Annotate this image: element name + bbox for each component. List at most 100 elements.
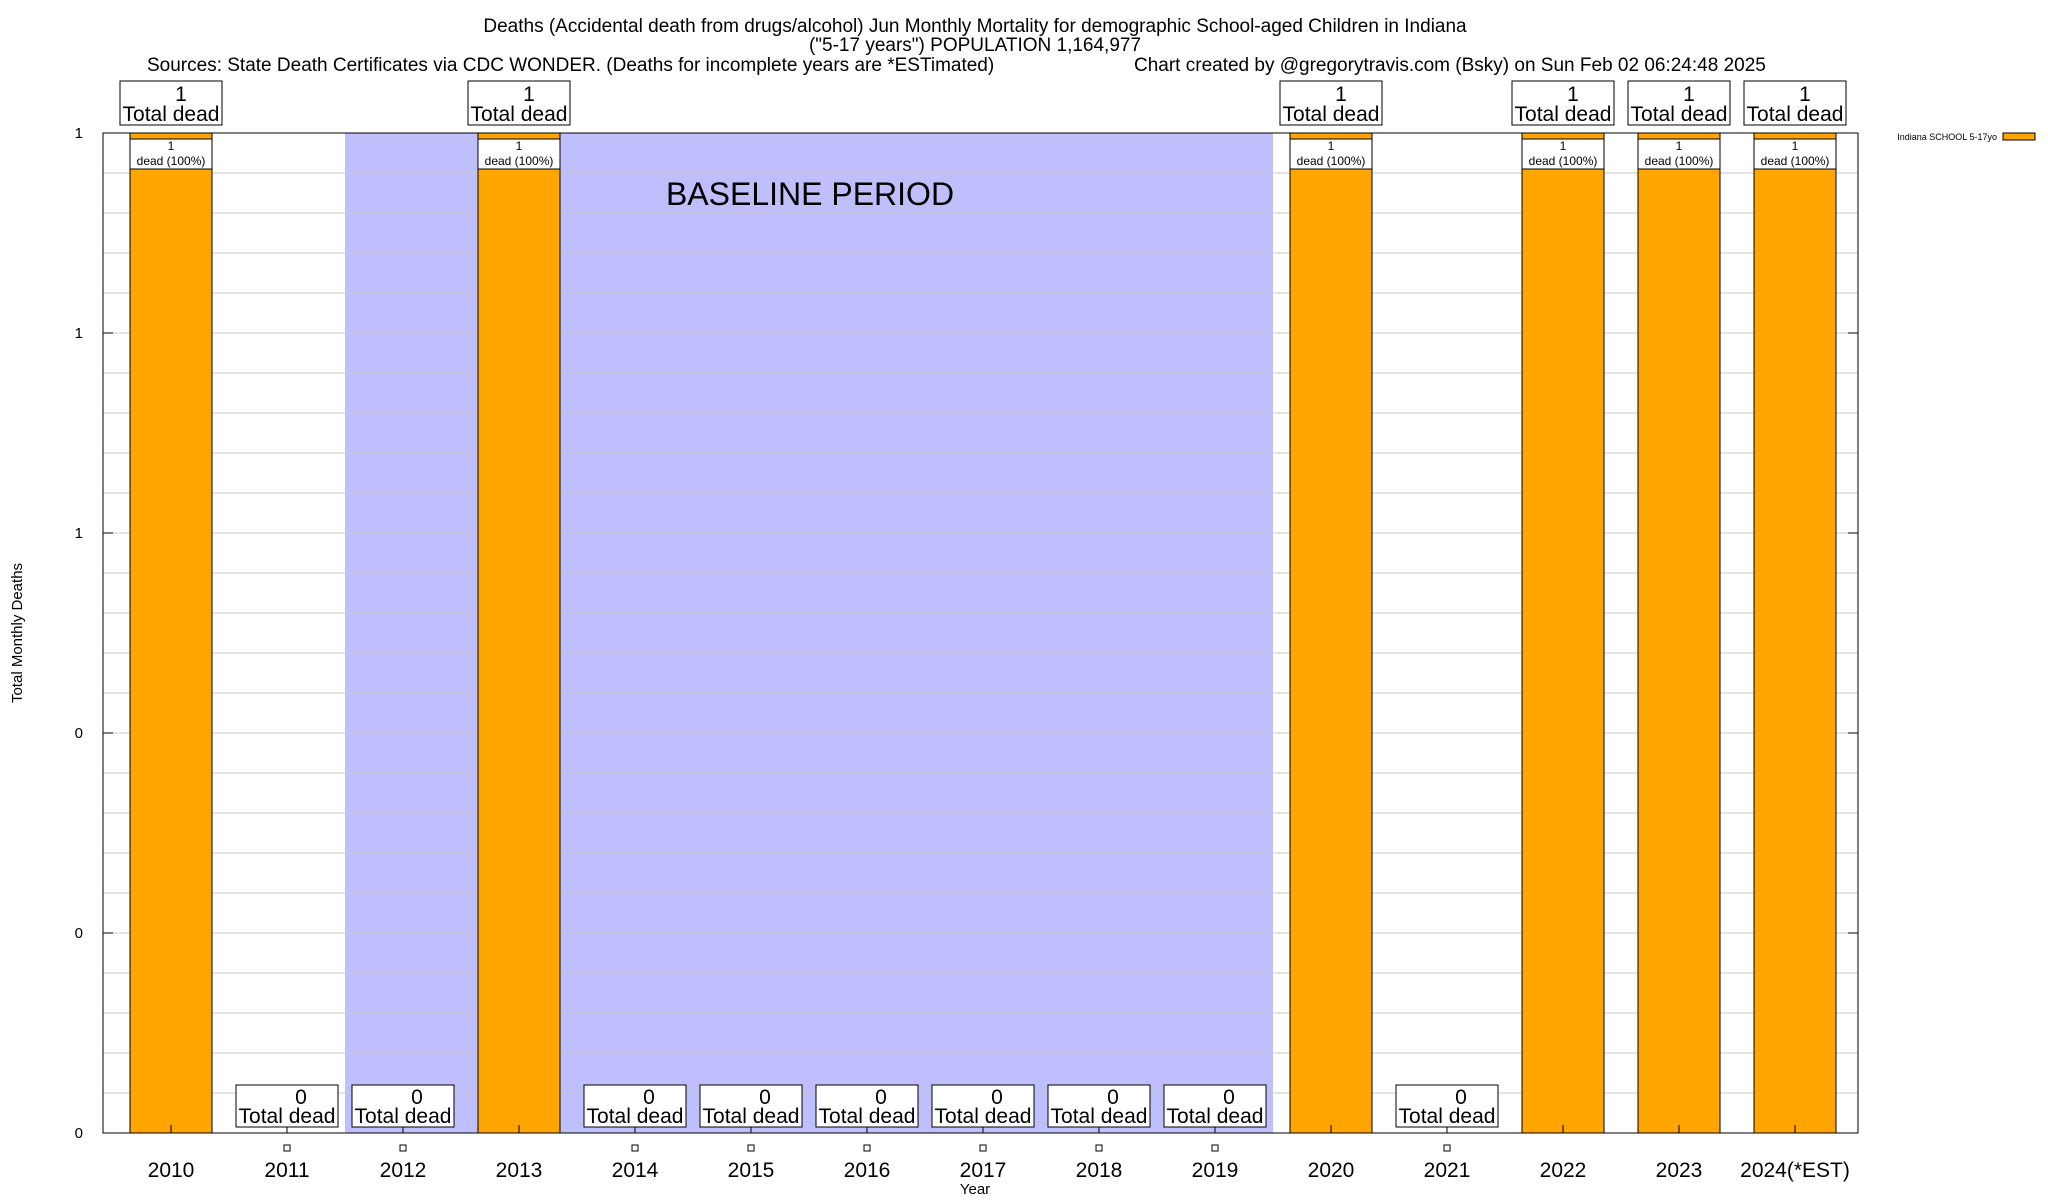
zero-marker — [399, 1144, 407, 1152]
total-dead-label: Total dead — [471, 103, 568, 126]
total-value-label: 1 — [1335, 83, 1347, 106]
total-dead-label: Total dead — [239, 1105, 336, 1128]
x-tick-label: 2016 — [844, 1159, 891, 1182]
plot-frame — [102, 132, 1859, 1134]
total-box — [1395, 1084, 1499, 1128]
total-value-label: 0 — [875, 1086, 887, 1109]
x-tick-label: 2017 — [960, 1159, 1007, 1182]
x-tick-label: 2011 — [264, 1159, 309, 1182]
bar-count-label: 1 — [1328, 139, 1335, 153]
bar — [129, 132, 213, 1134]
y-axis-label: Total Monthly Deaths — [9, 563, 26, 703]
total-box — [1163, 1084, 1267, 1128]
x-tick-label: 2023 — [1656, 1159, 1703, 1182]
bar — [1637, 132, 1721, 1134]
chart-title: Deaths (Accidental death from drugs/alco… — [483, 16, 1467, 37]
bar — [1521, 132, 1605, 1134]
total-box — [235, 1084, 339, 1128]
bar-percent-label: dead (100%) — [1297, 154, 1366, 168]
bar-count-label: 1 — [516, 139, 523, 153]
total-box — [699, 1084, 803, 1128]
y-tick-label: 0 — [75, 725, 83, 742]
x-axis-label: Year — [960, 1181, 990, 1198]
x-tick-label: 2019 — [1192, 1159, 1239, 1182]
total-value-label: 0 — [1223, 1086, 1235, 1109]
x-tick-label: 2024(*EST) — [1740, 1159, 1850, 1182]
bars-layer — [129, 132, 1837, 1134]
bar-percent-label: dead (100%) — [1761, 154, 1830, 168]
bar — [1289, 132, 1373, 1134]
total-value-label: 0 — [411, 1086, 423, 1109]
y-tick-label: 1 — [75, 525, 83, 542]
x-tick-label: 2018 — [1076, 1159, 1123, 1182]
x-tick-label: 2014 — [612, 1159, 659, 1182]
y-tick-label: 1 — [75, 325, 83, 342]
bar-percent-label: dead (100%) — [1529, 154, 1598, 168]
zero-marker — [631, 1144, 639, 1152]
total-box — [1511, 80, 1615, 126]
zero-marker — [1095, 1144, 1103, 1152]
x-tick-label: 2015 — [728, 1159, 775, 1182]
total-dead-label: Total dead — [1051, 1105, 1148, 1128]
total-dead-label: Total dead — [1399, 1105, 1496, 1128]
bar-count-label: 1 — [168, 139, 175, 153]
zero-marker — [1443, 1144, 1451, 1152]
total-dead-label: Total dead — [587, 1105, 684, 1128]
total-dead-label: Total dead — [1283, 103, 1380, 126]
y-tick-label: 1 — [75, 125, 83, 142]
total-value-label: 0 — [991, 1086, 1003, 1109]
total-value-label: 1 — [175, 83, 187, 106]
total-box — [583, 1084, 687, 1128]
bar-percent-box — [1753, 138, 1837, 170]
total-box — [1047, 1084, 1151, 1128]
x-tick-label: 2022 — [1540, 1159, 1587, 1182]
x-ticks-layer: 2010 2011 2012 2013 2014 2015 2016 2017 2018 2019… — [148, 1125, 1850, 1182]
bar-percent-box — [1521, 138, 1605, 170]
total-box — [119, 80, 223, 126]
total-dead-label: Total dead — [1167, 1105, 1264, 1128]
total-dead-label: Total dead — [819, 1105, 916, 1128]
chart-sources: Sources: State Death Certificates via CD… — [147, 55, 994, 76]
total-dead-label: Total dead — [123, 103, 220, 126]
baseline-label: BASELINE PERIOD — [666, 176, 954, 212]
x-tick-label: 2012 — [380, 1159, 427, 1182]
bar-count-label: 1 — [1560, 139, 1567, 153]
chart-credit: Chart created by @gregorytravis.com (Bsk… — [1134, 55, 1766, 76]
total-box — [1627, 80, 1731, 126]
bar-percent-box — [129, 138, 213, 170]
zero-marker — [979, 1144, 987, 1152]
total-box — [931, 1084, 1035, 1128]
total-box — [467, 80, 571, 126]
total-value-label: 1 — [523, 83, 535, 106]
zero-marker — [1211, 1144, 1219, 1152]
total-box — [351, 1084, 455, 1128]
total-value-label: 0 — [1107, 1086, 1119, 1109]
total-box — [1743, 80, 1847, 126]
chart-subtitle: ("5-17 years") POPULATION 1,164,977 — [809, 35, 1141, 56]
bar-percent-label: dead (100%) — [1645, 154, 1714, 168]
zero-marker — [747, 1144, 755, 1152]
legend-swatch — [2002, 132, 2036, 141]
y-tick-label: 0 — [75, 1125, 83, 1142]
x-tick-label: 2021 — [1424, 1159, 1471, 1182]
total-box — [1279, 80, 1383, 126]
total-dead-label: Total dead — [703, 1105, 800, 1128]
bar-percent-box — [1289, 138, 1373, 170]
legend-entry-label: Indiana SCHOOL 5-17yo — [1897, 132, 1997, 142]
total-box — [815, 1084, 919, 1128]
total-value-label: 0 — [759, 1086, 771, 1109]
y-ticks-layer: 0 0 0 1 1 1 — [75, 125, 1858, 1142]
total-dead-label: Total dead — [1515, 103, 1612, 126]
bar — [1753, 132, 1837, 1134]
bar-percent-label: dead (100%) — [485, 154, 554, 168]
total-dead-label: Total dead — [935, 1105, 1032, 1128]
total-dead-label: Total dead — [1747, 103, 1844, 126]
total-value-label: 1 — [1799, 83, 1811, 106]
bar — [477, 132, 561, 1134]
zero-marker — [283, 1144, 291, 1152]
bar-percent-label: dead (100%) — [137, 154, 206, 168]
bar-count-label: 1 — [1792, 139, 1799, 153]
total-value-label: 0 — [295, 1086, 307, 1109]
